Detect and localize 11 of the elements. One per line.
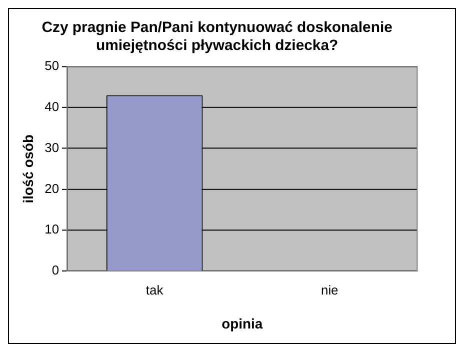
chart-title: Czy pragnie Pan/Pani kontynuować doskonalenie umiejętności pływackich dziecka? xyxy=(42,19,392,54)
y-tick-label: 40 xyxy=(44,99,60,114)
y-tick-label: 10 xyxy=(44,222,60,237)
y-axis-title: ilość osób xyxy=(20,134,36,204)
x-tick-label: tak xyxy=(146,282,164,298)
x-tick-label: nie xyxy=(320,282,338,298)
y-tick-label: 50 xyxy=(44,58,60,74)
x-axis-title: opinia xyxy=(222,316,263,332)
y-tick-label: 0 xyxy=(52,262,60,278)
y-tick-label: 30 xyxy=(44,140,60,155)
y-tick-label: 20 xyxy=(44,180,60,196)
